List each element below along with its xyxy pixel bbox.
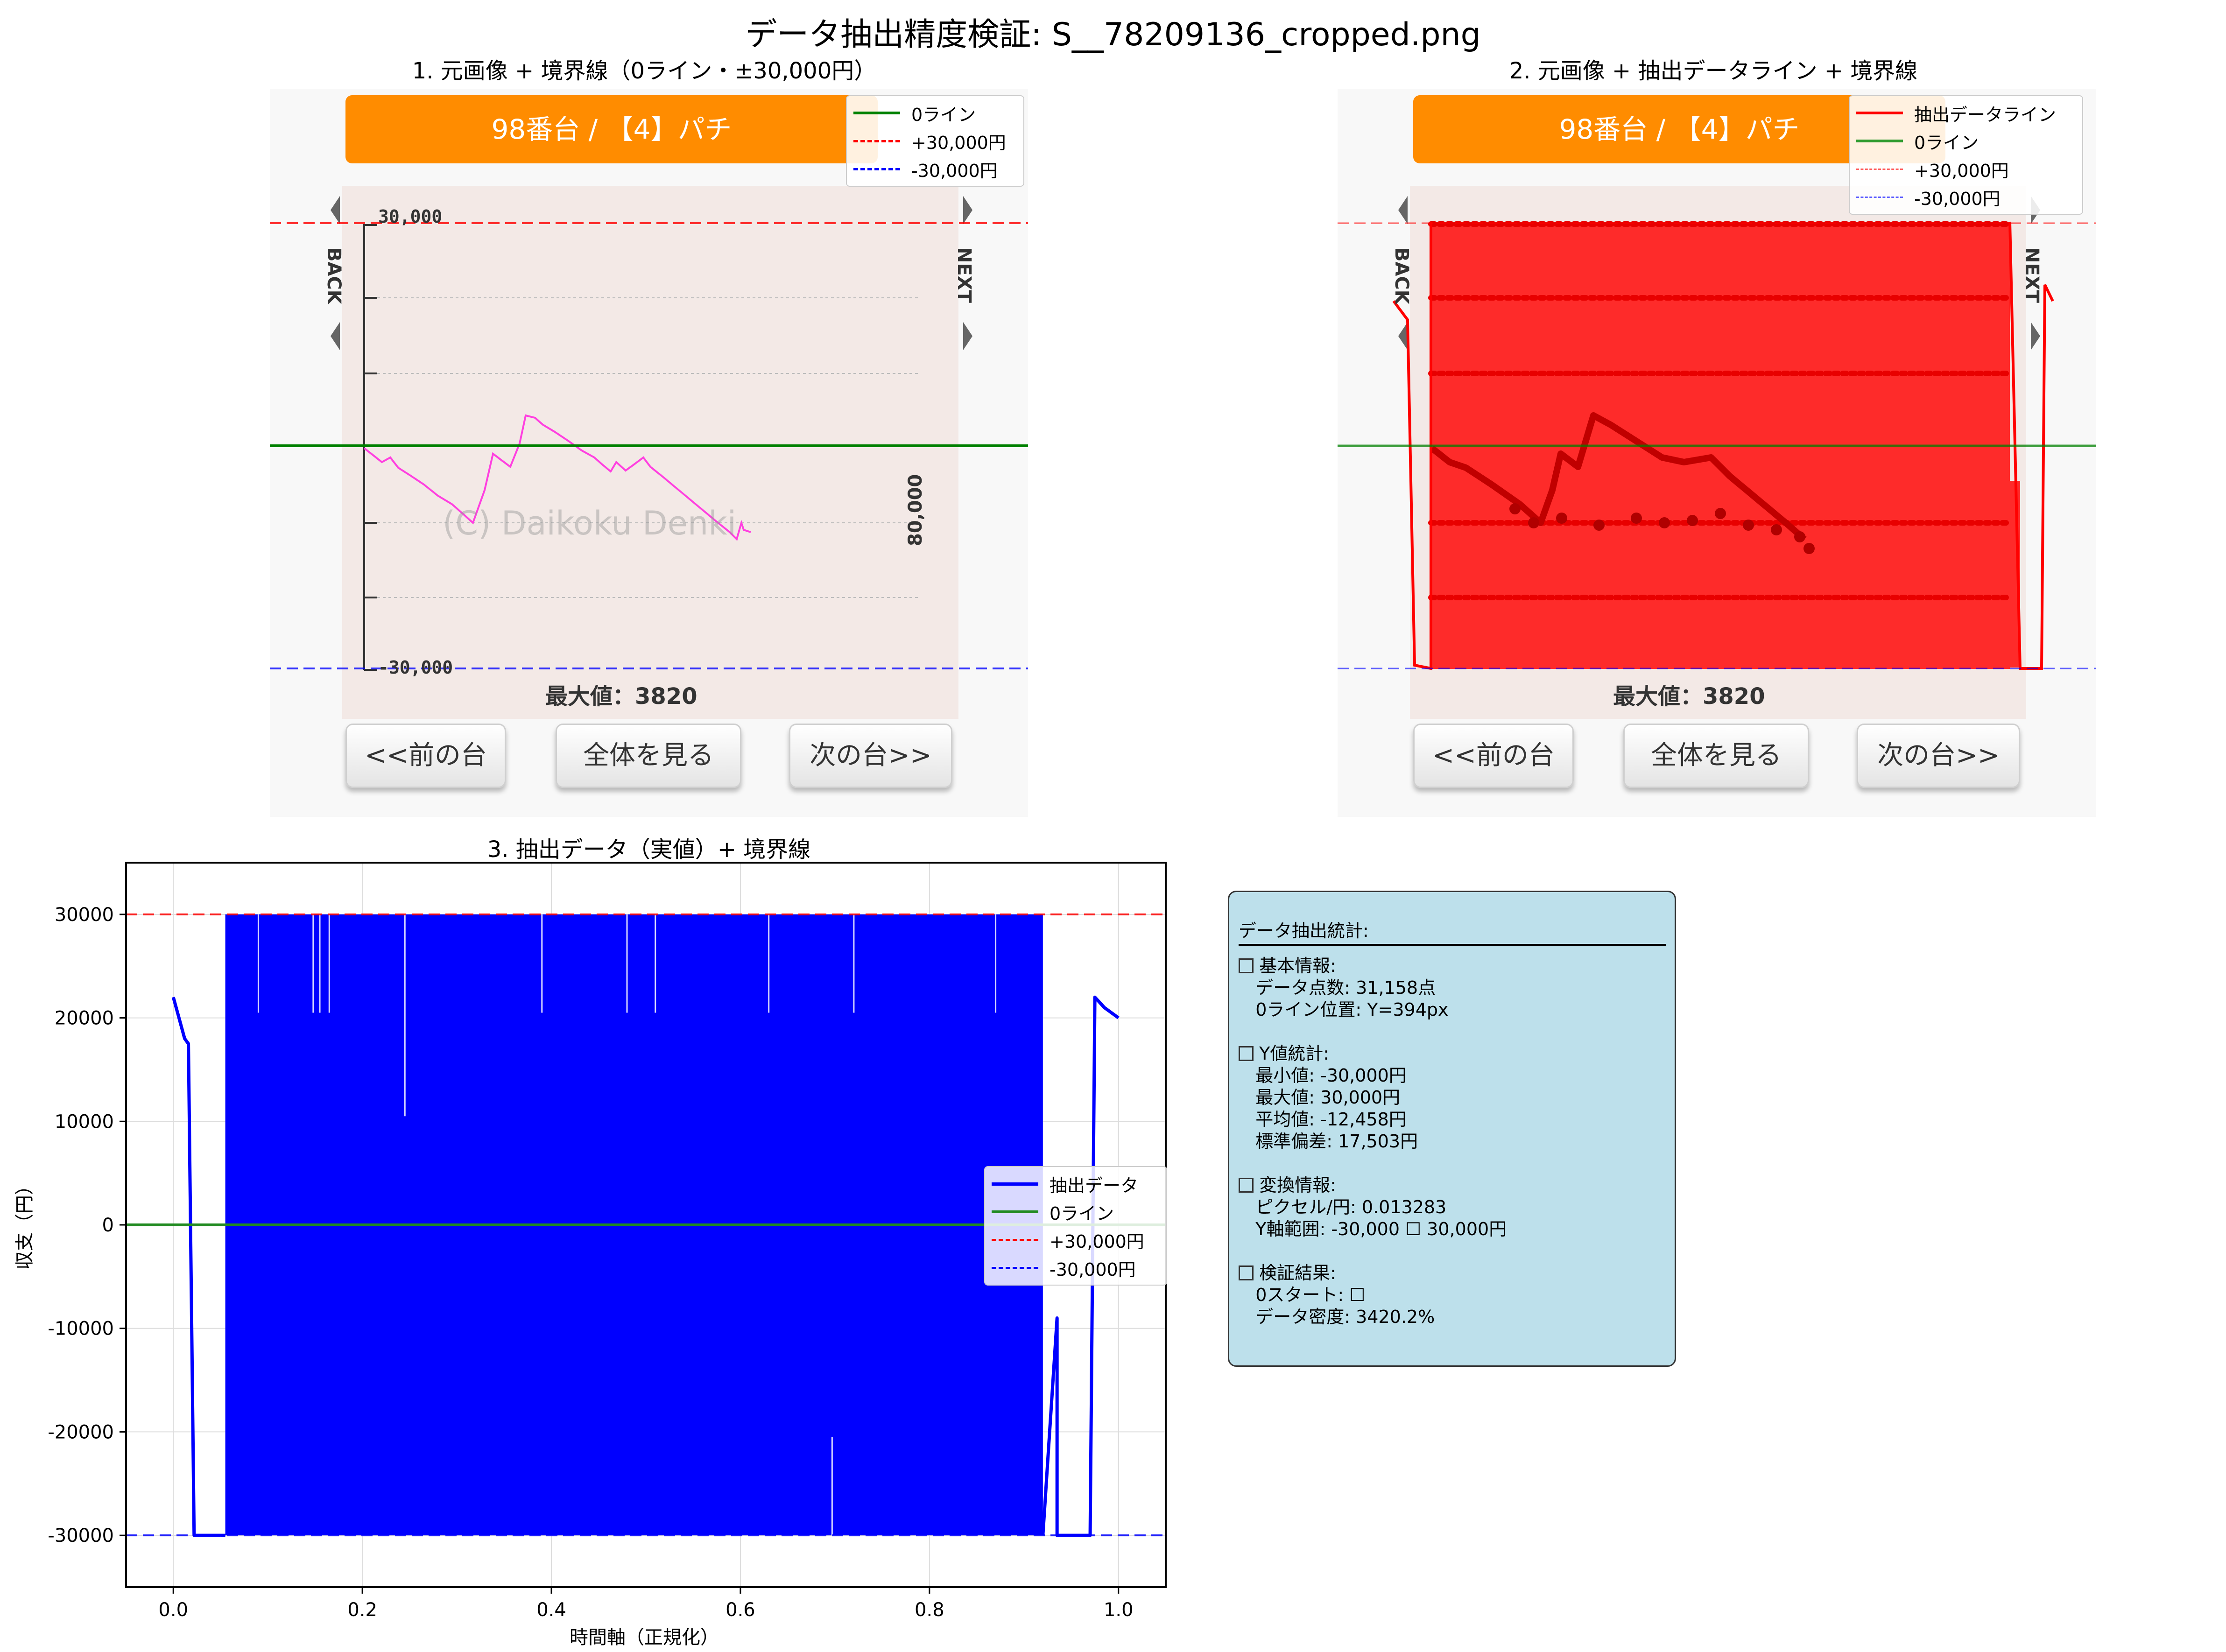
legend-zero-line: 0ライン [911,104,976,125]
extracted-data-chart: 0.0 0.2 0.4 0.6 0.8 1.0 30000 20000 10000 0 -10000… [48,862,1167,1621]
stats-line: 標準偏差: 17,503円 [1239,1131,1418,1152]
stats-title: データ抽出統計: [1239,921,1369,941]
stats-line: Y軸範囲: -30,000 ☐ 30,000円 [1239,1219,1507,1239]
view-all-button[interactable]: 全体を見る [1623,724,1809,788]
x-tick-label: 1.0 [1104,1599,1134,1621]
max-value-label: 最大値：3820 [545,683,697,710]
y-tick-label: 10000 [55,1111,114,1132]
x-tick-label: 0.6 [726,1599,755,1621]
panel2-legend: 抽出データライン 0ライン +30,000円 -30,000円 [1849,95,2083,215]
stats-line: 最大値: 30,000円 [1239,1087,1401,1108]
legend-plus-30000: +30,000円 [1050,1231,1144,1252]
stats-line: 変換情報: [1239,1174,1665,1196]
stats-heading: 検証結果: [1254,1263,1336,1283]
legend-minus-30000: -30,000円 [1914,188,2001,209]
missing-glyph-icon [1239,1046,1254,1061]
screenshot-ytick-bottom: -30,000 [378,657,453,678]
legend-minus-30000: -30,000円 [1050,1259,1136,1280]
panel2-screenshot: 98番台 / 【4】パチ BACK N [1338,89,2096,817]
stats-line: 基本情報: [1239,955,1665,977]
watermark: (C) Daikoku Denki [443,504,737,542]
y-tick-label: 30000 [55,904,114,926]
stats-line: 平均値: -12,458円 [1239,1109,1407,1130]
missing-glyph-icon [1239,1265,1254,1280]
legend-zero-line: 0ライン [1914,132,1979,153]
y-tick-label: -10000 [48,1318,114,1340]
panel2-title: 2. 元画像 + 抽出データライン + 境界線 [1509,58,1918,84]
stats-heading: 変換情報: [1254,1175,1336,1195]
stats-line: Y値統計: [1239,1043,1665,1065]
extraction-overlay [1338,196,2096,670]
stats-line: 最小値: -30,000円 [1239,1065,1407,1086]
screenshot-header: 98番台 / 【4】パチ [345,95,878,163]
prev-machine-button[interactable]: <<前の台 [1413,724,1574,788]
stats-heading: 基本情報: [1254,956,1336,976]
back-label[interactable]: BACK [1391,247,1412,304]
stats-line: 0スタート: ☐ [1239,1285,1366,1305]
legend-plus-30000: +30,000円 [1914,160,2009,181]
screenshot-graph [270,196,1028,671]
figure-title: データ抽出精度検証: S__78209136_cropped.png [745,16,1481,53]
stats-panel: データ抽出統計: 基本情報: データ点数: 31,158点 0ライン位置: Y=… [1228,891,1676,1367]
next-machine-button[interactable]: 次の台>> [789,724,952,788]
stats-line [1239,1021,1665,1043]
y-tick-label: 20000 [55,1008,114,1029]
max-value-label: 最大値：3820 [1613,683,1765,710]
view-all-button[interactable]: 全体を見る [556,724,741,788]
stats-divider [1239,944,1666,946]
x-axis-label: 時間軸（正規化） [570,1627,719,1648]
stats-line [1239,1153,1665,1174]
next-label[interactable]: NEXT [2021,247,2043,303]
missing-glyph-icon [1239,1178,1254,1193]
missing-glyph-icon [1239,958,1254,973]
y-tick-label: -20000 [48,1421,114,1443]
y-tick-label: -30000 [48,1525,114,1547]
x-tick-label: 0.0 [158,1599,188,1621]
x-tick-label: 0.2 [347,1599,377,1621]
x-tick-label: 0.8 [915,1599,944,1621]
legend-plus-30000: +30,000円 [911,132,1006,153]
screenshot-ytick-top: 30,000 [378,206,443,227]
y-tick-label: 0 [102,1215,114,1236]
next-machine-button[interactable]: 次の台>> [1857,724,2020,788]
stats-line: 0ライン位置: Y=394px [1239,999,1449,1020]
stats-heading: Y値統計: [1254,1043,1330,1064]
panel1-legend: 0ライン +30,000円 -30,000円 [846,95,1024,187]
y-axis-label: 収支（円） [14,1176,35,1270]
screenshot-plot-area [342,186,958,719]
panel1-title: 1. 元画像 + 境界線（0ライン・±30,000円） [412,58,877,84]
stats-line [1239,1240,1665,1262]
prev-machine-button[interactable]: <<前の台 [345,724,506,788]
extracted-data-line [171,997,221,1537]
chart-title: 3. 抽出データ（実値）+ 境界線 [487,837,811,863]
stats-lines: 基本情報: データ点数: 31,158点 0ライン位置: Y=394px Y値統… [1239,955,1665,1328]
panel1-screenshot: 98番台 / 【4】パチ 30,000 -30,000 BACK NEXT 80… [270,89,1028,817]
stats-line: ピクセル/円: 0.013283 [1239,1197,1447,1217]
legend-minus-30000: -30,000円 [911,160,998,181]
stats-line: データ密度: 3420.2% [1239,1307,1435,1327]
x-tick-label: 0.4 [536,1599,566,1621]
legend-zero-line: 0ライン [1050,1203,1114,1224]
chart-legend: 抽出データ 0ライン +30,000円 -30,000円 [984,1166,1167,1286]
stats-line: データ点数: 31,158点 [1239,977,1436,998]
legend-extracted-line: 抽出データライン [1914,104,2057,125]
legend-extracted-data: 抽出データ [1050,1175,1139,1196]
stats-line: 検証結果: [1239,1262,1665,1284]
